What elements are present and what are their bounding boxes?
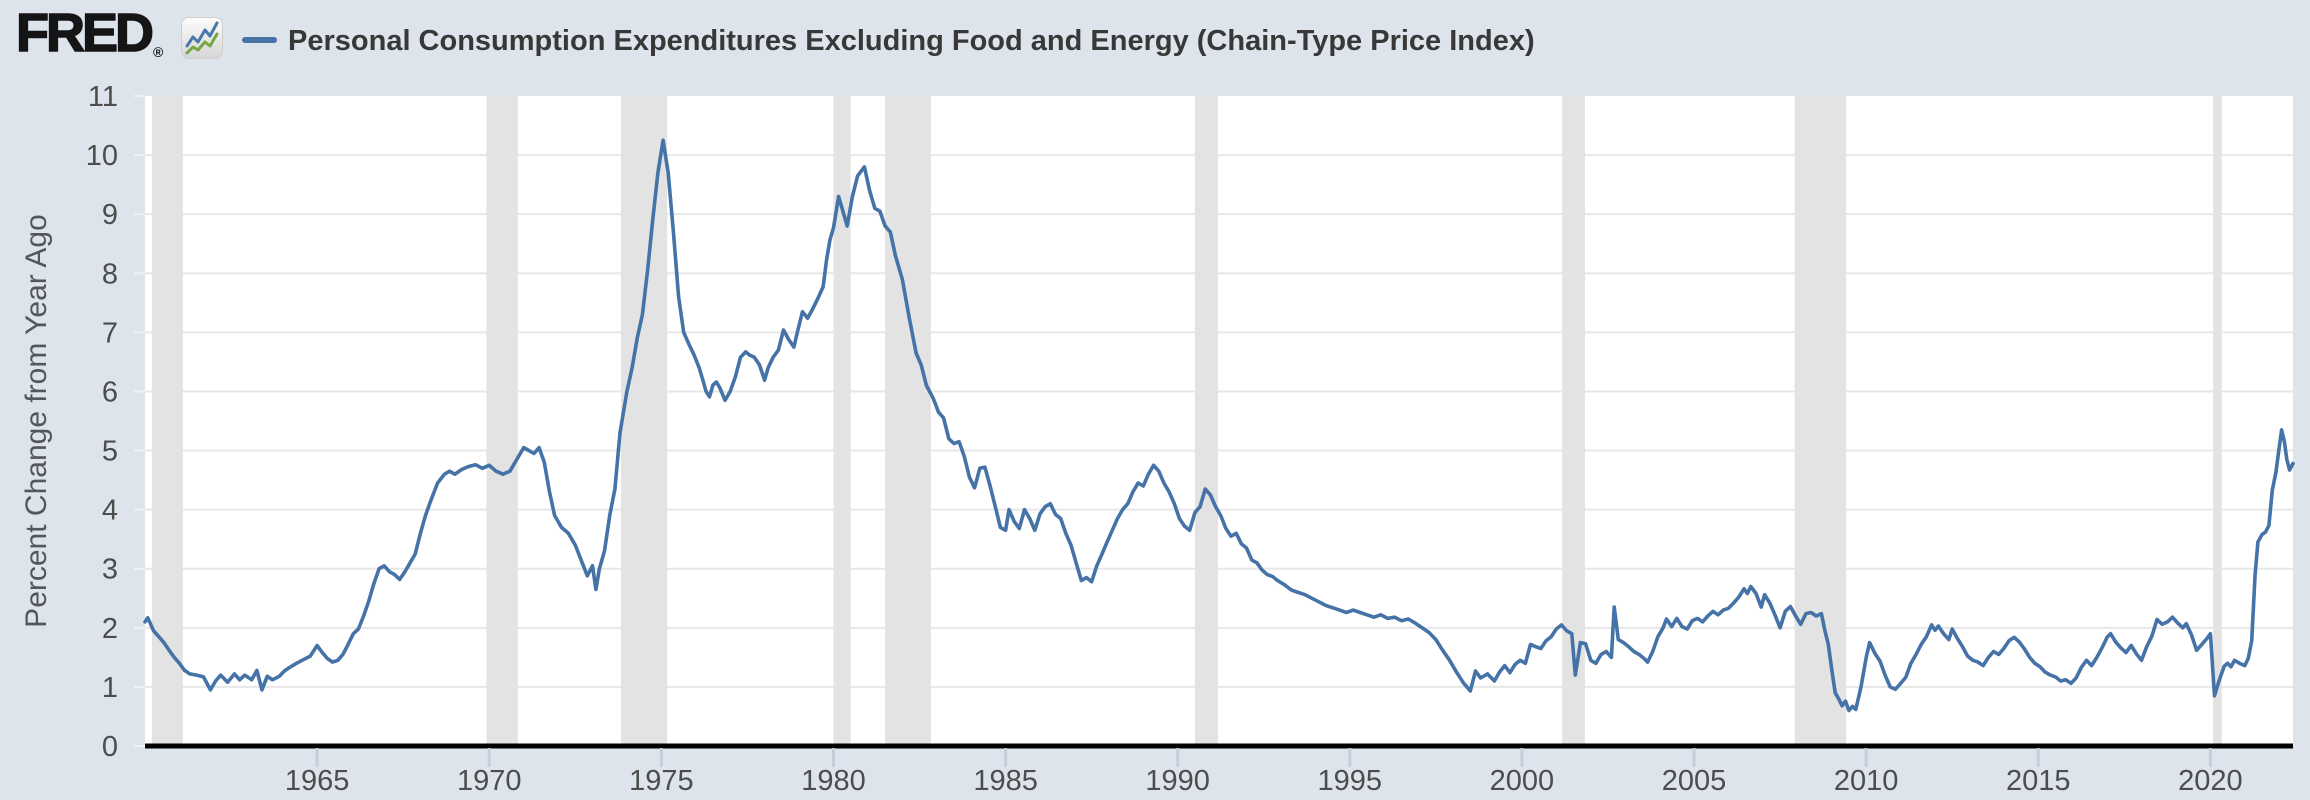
x-tick-label: 1975 xyxy=(629,765,694,797)
recession-band xyxy=(885,96,931,746)
y-tick-label: 9 xyxy=(102,199,118,231)
x-tick-label: 1965 xyxy=(285,765,350,797)
icon-green-line xyxy=(185,32,219,55)
y-tick-label: 11 xyxy=(88,81,118,113)
y-tick-label: 5 xyxy=(102,436,118,468)
y-tick-label: 10 xyxy=(86,140,118,172)
x-tick-label: 2015 xyxy=(2006,765,2071,797)
y-tick-label: 2 xyxy=(102,613,118,645)
y-tick-label: 3 xyxy=(102,554,118,586)
recession-band xyxy=(151,96,183,746)
y-tick-label: 6 xyxy=(102,376,118,408)
x-tick-label: 1995 xyxy=(1318,765,1383,797)
x-tick-label: 2005 xyxy=(1662,765,1727,797)
icon-blue-line xyxy=(185,21,219,48)
y-tick-label: 4 xyxy=(102,495,118,527)
recession-band xyxy=(486,96,518,746)
fred-registered-mark: ® xyxy=(153,44,164,60)
x-tick-label: 1990 xyxy=(1145,765,1210,797)
legend-key-line xyxy=(242,37,277,43)
x-tick-label: 2000 xyxy=(1490,765,1555,797)
recession-band xyxy=(1794,96,1847,746)
x-tick-label: 2010 xyxy=(1834,765,1899,797)
y-tick-label: 8 xyxy=(102,258,118,290)
chart-title: Personal Consumption Expenditures Exclud… xyxy=(288,25,1535,57)
chart-header: FRED ® Personal Consumption Expenditures … xyxy=(0,0,2310,64)
y-tick-label: 7 xyxy=(102,317,118,349)
fred-logo-sparkline-icon xyxy=(181,17,223,59)
series-line[interactable] xyxy=(143,138,2295,713)
fred-logo[interactable]: FRED ® xyxy=(15,3,164,73)
x-tick-label: 1970 xyxy=(457,765,522,797)
recession-band xyxy=(621,96,668,746)
recession-band xyxy=(2213,96,2222,746)
x-tick-label: 1985 xyxy=(973,765,1038,797)
y-tick-label: 1 xyxy=(102,672,118,704)
plot-background xyxy=(145,96,2293,746)
recession-band xyxy=(1194,96,1218,746)
y-tick-label: 0 xyxy=(102,731,118,763)
x-tick-label: 2020 xyxy=(2178,765,2243,797)
recession-band xyxy=(1562,96,1585,746)
x-tick-label: 1980 xyxy=(801,765,866,797)
fred-logo-text: FRED xyxy=(15,3,155,63)
recession-band xyxy=(833,96,851,746)
